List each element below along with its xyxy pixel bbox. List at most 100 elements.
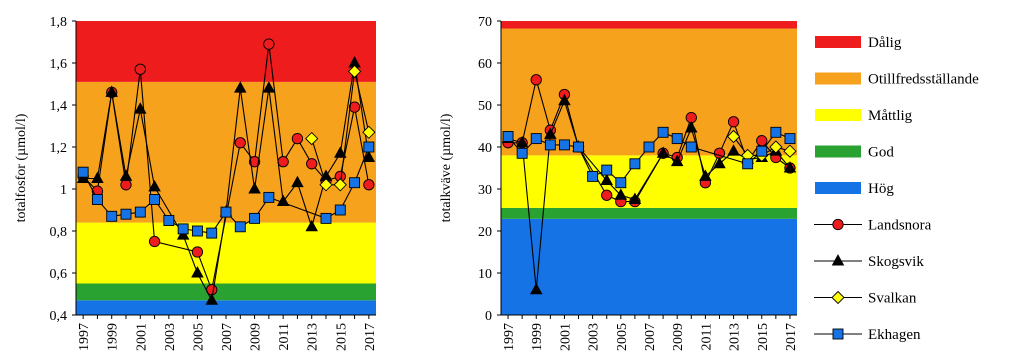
data-point-Svalkan — [362, 125, 376, 139]
data-point-Ekhagen — [685, 141, 697, 153]
legend-swatch — [815, 36, 861, 48]
data-point-Landsnora — [191, 246, 204, 258]
legend-item-God: God — [815, 145, 894, 161]
data-point-Ekhagen — [177, 223, 189, 235]
data-point-Landsnora — [727, 116, 740, 128]
data-point-Landsnora — [530, 74, 542, 86]
data-point-Ekhagen — [671, 133, 683, 145]
data-point-Landsnora — [134, 63, 146, 75]
data-point-Ekhagen — [77, 166, 89, 178]
series-Ekhagen — [502, 126, 796, 189]
data-point-Landsnora — [348, 101, 361, 113]
data-point-Landsnora — [277, 156, 289, 168]
data-point-Landsnora — [291, 132, 304, 145]
x-tick-label: 2005 — [191, 323, 206, 351]
data-point-Ekhagen — [349, 177, 361, 189]
x-tick-label: 2009 — [249, 323, 264, 351]
data-point-Landsnora — [148, 235, 161, 248]
legend-marker — [831, 290, 845, 305]
y-tick-label: 1,4 — [50, 99, 68, 114]
data-point-Ekhagen — [770, 126, 782, 138]
data-point-Skogsvik — [105, 85, 118, 97]
legend-item-Hög: Hög — [815, 181, 894, 197]
data-point-Ekhagen — [120, 208, 132, 220]
legend-swatch — [815, 72, 861, 85]
data-point-Skogsvik — [262, 81, 276, 93]
data-point-Ekhagen — [106, 210, 118, 222]
data-point-Skogsvik — [305, 219, 318, 232]
data-point-Skogsvik — [670, 154, 684, 167]
legend-item-Svalkan: Svalkan — [814, 291, 917, 307]
x-tick-label: 2001 — [134, 323, 149, 351]
data-point-Ekhagen — [220, 206, 232, 218]
y-tick-label: 60 — [478, 57, 492, 72]
data-point-Skogsvik — [148, 179, 161, 192]
y-tick-label: 1,8 — [50, 15, 68, 30]
data-point-Ekhagen — [643, 141, 655, 153]
x-tick-label: 2005 — [615, 323, 630, 351]
data-point-Skogsvik — [600, 173, 613, 186]
legend-label: Ekhagen — [868, 327, 921, 343]
data-point-Skogsvik — [515, 135, 529, 148]
y-axis-title: totalkväve (µmol/l) — [439, 113, 454, 222]
data-point-Skogsvik — [234, 81, 247, 93]
y-tick-label: 10 — [478, 267, 492, 282]
x-tick-label: 2017 — [363, 323, 378, 351]
data-point-Landsnora — [306, 158, 318, 170]
band-Hög — [76, 300, 376, 315]
legend-item-Ekhagen: Ekhagen — [814, 327, 921, 343]
data-point-Skogsvik — [191, 266, 204, 278]
data-point-Skogsvik — [119, 169, 133, 181]
data-point-Svalkan — [769, 140, 783, 154]
data-point-Ekhagen — [629, 158, 641, 170]
x-tick-label: 1999 — [530, 323, 545, 351]
legend-label: Landsnora — [868, 218, 932, 234]
legend-label: Dålig — [868, 35, 902, 51]
data-point-Landsnora — [248, 156, 261, 168]
data-point-Skogsvik — [727, 144, 740, 156]
legend-item-Landsnora: Landsnora — [814, 218, 932, 234]
data-point-Ekhagen — [502, 131, 514, 142]
y-tick-label: 30 — [478, 183, 492, 198]
data-point-Ekhagen — [249, 212, 261, 224]
legend-swatch — [815, 145, 861, 158]
data-point-Ekhagen — [756, 145, 768, 157]
y-tick-label: 0,6 — [50, 267, 68, 282]
legend-item-Dålig: Dålig — [815, 35, 902, 51]
data-point-Svalkan — [305, 131, 319, 146]
data-point-Svalkan — [783, 144, 797, 158]
data-point-Svalkan — [347, 64, 362, 79]
data-point-Landsnora — [363, 179, 375, 191]
x-tick-label: 2015 — [756, 323, 771, 351]
chart-panel-1: 0,4 0,6 0,8 1 1,2 1,4 1,6 1,8 1997 1999 2001 2003 20… — [14, 15, 378, 351]
data-point-Ekhagen — [516, 147, 528, 159]
legend-item-Skogsvik: Skogsvik — [814, 254, 924, 270]
data-point-Skogsvik — [205, 293, 218, 305]
y-axis-title: totalfosfor (µmol/l) — [14, 113, 29, 222]
band-Dålig — [501, 21, 797, 29]
x-tick-label: 1997 — [502, 323, 517, 351]
x-tick-label: 1999 — [106, 323, 121, 351]
data-point-Skogsvik — [614, 188, 628, 200]
data-point-Skogsvik — [628, 192, 642, 204]
legend-label: Svalkan — [868, 291, 917, 307]
data-point-Skogsvik — [248, 182, 261, 194]
chart-panel-2: 0 10 20 30 40 50 60 70 1997 1999 2001 2003 2005 2007 2… — [439, 15, 799, 351]
legend-marker — [832, 328, 844, 340]
band-Måttlig — [76, 222, 376, 284]
data-point-Skogsvik — [656, 146, 670, 158]
y-tick-label: 0,8 — [50, 225, 68, 240]
data-point-Skogsvik — [529, 282, 543, 295]
band-God — [501, 207, 797, 219]
y-tick-label: 1 — [60, 183, 67, 198]
data-point-Skogsvik — [685, 121, 698, 133]
series-Ekhagen — [77, 141, 375, 239]
legend: Dålig Otillfredsställande Måttlig God Hög Lan… — [814, 35, 979, 343]
data-point-Ekhagen — [320, 212, 332, 224]
y-tick-label: 20 — [478, 225, 492, 240]
data-point-Ekhagen — [587, 170, 599, 182]
data-point-Ekhagen — [573, 141, 584, 153]
data-point-Svalkan — [726, 129, 741, 144]
data-point-Svalkan — [319, 178, 333, 192]
